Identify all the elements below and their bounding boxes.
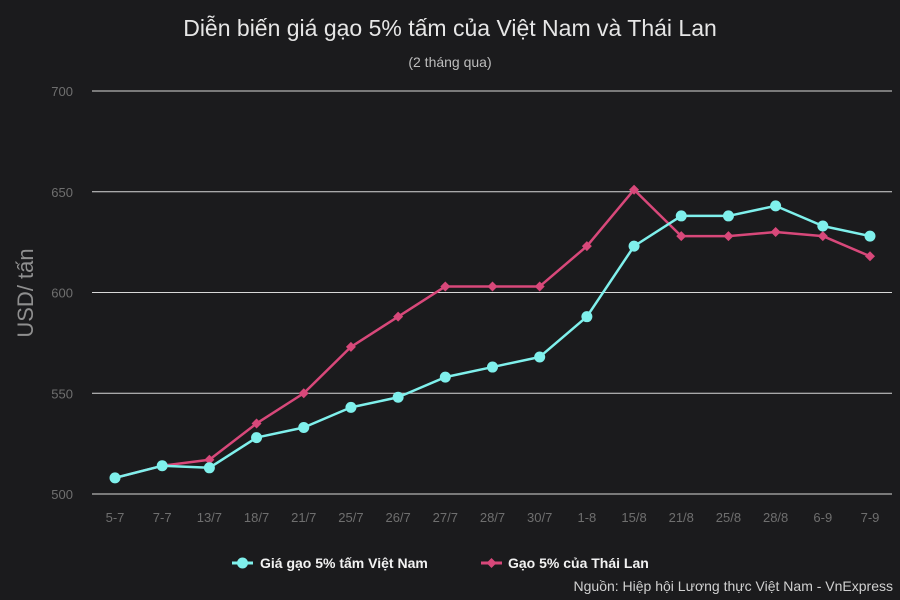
- data-point: [203, 462, 215, 474]
- data-point: [251, 418, 262, 429]
- data-point: [393, 311, 404, 322]
- x-tick-label: 18/7: [244, 510, 269, 525]
- data-point: [487, 361, 498, 373]
- data-point: [676, 231, 687, 242]
- legend-marker: [237, 557, 248, 569]
- x-tick-label: 26/7: [385, 510, 410, 525]
- x-tick-label: 27/7: [433, 510, 458, 525]
- data-point: [487, 281, 498, 292]
- data-point: [865, 251, 875, 262]
- data-point: [298, 422, 310, 434]
- chart-title: Diễn biến giá gạo 5% tấm của Việt Nam và…: [183, 15, 717, 41]
- data-point: [864, 230, 876, 242]
- chart-subtitle: (2 tháng qua): [408, 54, 491, 70]
- x-tick-label: 25/8: [716, 510, 741, 525]
- x-tick-label: 5-7: [106, 510, 125, 525]
- legend-marker: [486, 558, 497, 568]
- data-point: [534, 351, 546, 363]
- data-point: [817, 231, 828, 242]
- legend-label: Giá gạo 5% tấm Việt Nam: [260, 555, 428, 571]
- gridlines: [92, 90, 892, 495]
- data-point: [629, 184, 640, 195]
- data-point: [251, 432, 263, 444]
- data-point: [581, 241, 592, 252]
- data-point: [770, 200, 782, 212]
- y-axis-label: USD/ tấn: [13, 248, 38, 337]
- data-point: [156, 460, 168, 472]
- x-tick-label: 15/8: [621, 510, 646, 525]
- y-tick-label: 700: [51, 84, 73, 99]
- x-tick-label: 13/7: [197, 510, 222, 525]
- data-point: [722, 210, 734, 222]
- legend-label: Gạo 5% của Thái Lan: [508, 555, 649, 571]
- data-point: [392, 391, 404, 403]
- y-axis-ticks: 500 550 600 650 700: [51, 84, 73, 502]
- series-line: [114, 204, 871, 480]
- x-tick-label: 21/7: [291, 510, 316, 525]
- data-point: [345, 341, 356, 352]
- source-note: Nguồn: Hiệp hội Lương thực Việt Nam - Vn…: [574, 578, 893, 594]
- data-point: [204, 454, 215, 465]
- data-point: [440, 281, 451, 292]
- data-point: [770, 227, 781, 238]
- y-tick-label: 500: [51, 487, 73, 502]
- data-point: [581, 311, 593, 323]
- series-line: [114, 188, 871, 480]
- legend: Giá gạo 5% tấm Việt Nam Gạo 5% của Thái L…: [232, 555, 649, 571]
- data-point: [439, 371, 451, 383]
- x-tick-label: 21/8: [669, 510, 694, 525]
- x-tick-label: 1-8: [577, 510, 596, 525]
- series-0: [109, 200, 876, 484]
- x-tick-label: 6-9: [813, 510, 832, 525]
- data-point: [675, 210, 687, 222]
- data-point: [534, 281, 545, 292]
- legend-item-1: Gạo 5% của Thái Lan: [481, 555, 649, 571]
- x-tick-label: 28/7: [480, 510, 505, 525]
- data-point: [345, 401, 357, 413]
- x-tick-label: 25/7: [338, 510, 363, 525]
- legend-item-0: Giá gạo 5% tấm Việt Nam: [232, 555, 428, 571]
- data-point: [723, 231, 734, 242]
- data-point: [298, 388, 309, 399]
- data-point: [109, 472, 121, 484]
- series-group: [109, 184, 876, 484]
- y-tick-label: 550: [51, 386, 73, 401]
- y-tick-label: 600: [51, 286, 73, 301]
- x-axis-ticks: 5-7 7-7 13/7 18/7 21/7 25/7 26/7 27/7 28/7 30/7 1-…: [106, 510, 880, 525]
- series-1: [110, 184, 875, 483]
- x-tick-label: 28/8: [763, 510, 788, 525]
- x-tick-label: 7-7: [153, 510, 172, 525]
- data-point: [817, 220, 829, 232]
- x-tick-label: 7-9: [861, 510, 880, 525]
- data-point: [628, 240, 640, 252]
- x-tick-label: 30/7: [527, 510, 552, 525]
- y-tick-label: 650: [51, 185, 73, 200]
